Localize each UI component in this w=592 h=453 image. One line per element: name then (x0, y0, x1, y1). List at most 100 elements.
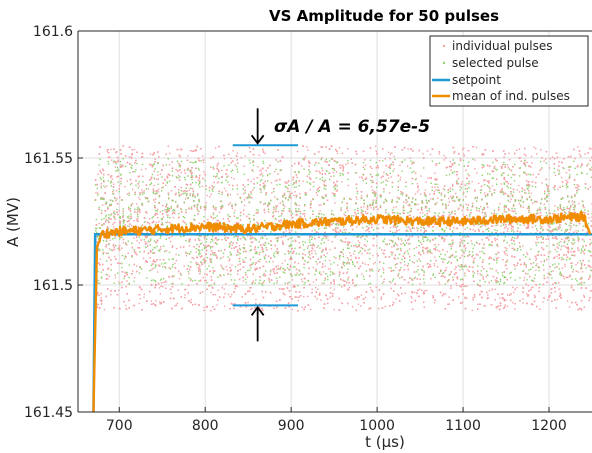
data-point (107, 277, 109, 280)
data-point (356, 172, 358, 174)
data-point (557, 247, 559, 249)
data-point (453, 152, 455, 154)
data-point (526, 293, 528, 295)
data-point (535, 269, 537, 271)
data-point (387, 151, 390, 154)
data-point (273, 215, 275, 217)
data-point (291, 279, 294, 281)
data-point (459, 269, 461, 271)
data-point (551, 212, 554, 215)
data-point (206, 305, 208, 307)
data-point (190, 171, 192, 173)
data-point (389, 227, 392, 229)
data-point (149, 241, 151, 243)
data-point (536, 238, 538, 240)
data-point (372, 254, 374, 257)
data-point (516, 237, 518, 239)
data-point (524, 263, 526, 265)
data-point (455, 282, 457, 284)
data-point (258, 260, 261, 263)
data-point (299, 193, 301, 195)
data-point (190, 173, 193, 175)
data-point (497, 256, 500, 259)
data-point (370, 207, 372, 209)
data-point (331, 192, 334, 194)
data-point (306, 146, 308, 148)
data-point (429, 153, 432, 156)
data-point (392, 164, 394, 166)
data-point (213, 208, 216, 210)
data-point (214, 147, 217, 149)
data-point (560, 248, 562, 251)
data-point (235, 254, 238, 256)
data-point (583, 294, 585, 296)
data-point (345, 272, 348, 274)
data-point (512, 210, 515, 213)
data-point (327, 236, 329, 238)
data-point (467, 236, 470, 238)
data-point (413, 277, 415, 280)
data-point (569, 207, 571, 209)
data-point (420, 175, 422, 177)
data-point (436, 202, 438, 204)
data-point (419, 283, 421, 285)
data-point (164, 179, 167, 181)
data-point (155, 178, 158, 180)
data-point (132, 270, 134, 272)
data-point (158, 287, 161, 289)
data-point (435, 189, 437, 191)
data-point (577, 271, 580, 273)
data-point (201, 185, 204, 188)
data-point (218, 211, 221, 213)
data-point (125, 272, 127, 274)
data-point (546, 276, 549, 279)
data-point (409, 236, 411, 238)
data-point (526, 161, 528, 163)
data-point (324, 160, 326, 162)
data-point (148, 223, 151, 225)
data-point (326, 252, 328, 254)
data-point (405, 230, 407, 232)
data-point (318, 170, 320, 172)
data-point (281, 262, 284, 265)
data-point (530, 192, 533, 194)
data-point (319, 209, 321, 212)
data-point (474, 189, 476, 191)
data-point (364, 296, 367, 299)
data-point (337, 223, 339, 225)
data-point (133, 237, 135, 239)
data-point (108, 248, 111, 250)
data-point (184, 294, 186, 296)
data-point (407, 165, 409, 167)
data-point (564, 263, 566, 266)
data-point (137, 247, 139, 249)
data-point (174, 262, 176, 265)
data-point (509, 201, 511, 203)
data-point (231, 293, 233, 296)
data-point (149, 225, 152, 228)
data-point (143, 296, 145, 298)
data-point (131, 202, 134, 205)
data-point (465, 196, 467, 198)
data-point (376, 152, 378, 155)
data-point (364, 263, 366, 265)
data-point (347, 184, 349, 187)
data-point (393, 155, 395, 158)
data-point (552, 270, 554, 272)
data-point (361, 222, 364, 225)
data-point (581, 271, 584, 273)
data-point (138, 286, 141, 288)
data-point (361, 273, 363, 275)
data-point (456, 284, 458, 286)
data-point (474, 168, 476, 170)
data-point (455, 181, 458, 183)
data-point (347, 162, 349, 165)
data-point (133, 277, 136, 279)
data-point (210, 215, 212, 218)
data-point (331, 241, 333, 243)
data-point (316, 263, 318, 265)
data-point (360, 294, 363, 296)
data-point (485, 213, 487, 216)
data-point (416, 183, 419, 185)
data-point (574, 186, 577, 189)
